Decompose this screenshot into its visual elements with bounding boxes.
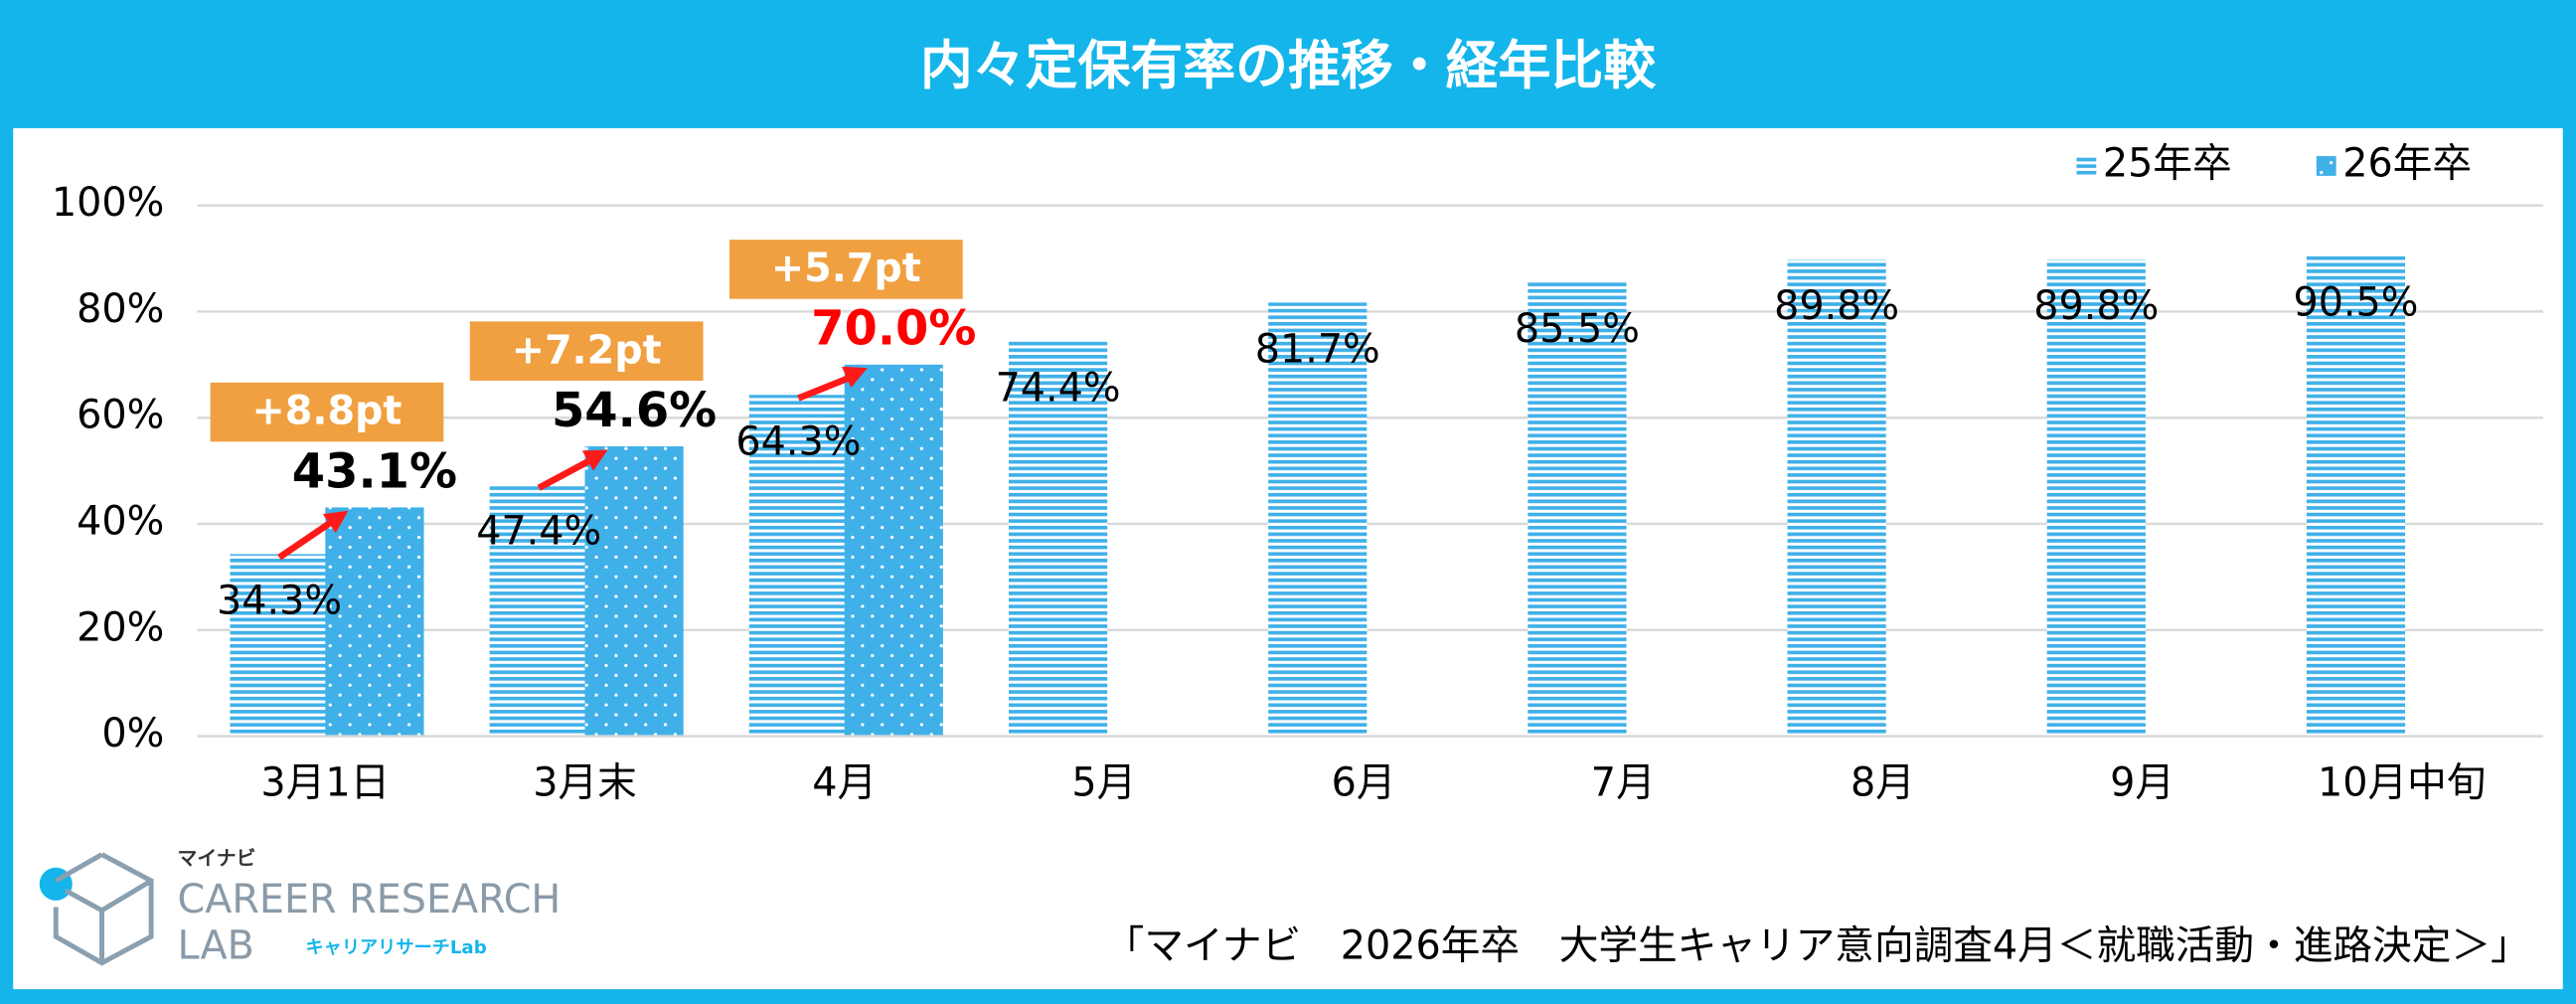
value-label: 54.6% — [552, 384, 717, 438]
y-tick-label: 60% — [77, 393, 164, 438]
value-label: 89.8% — [1774, 283, 1899, 329]
bar — [1528, 282, 1627, 737]
x-tick-label: 3月末 — [533, 760, 637, 806]
bar — [325, 507, 424, 737]
value-label: 70.0% — [811, 302, 976, 357]
logo-line2: LAB — [178, 922, 254, 968]
annotation-box — [210, 382, 444, 442]
value-label: 43.1% — [292, 444, 457, 499]
arrow-head — [841, 366, 868, 389]
bar — [748, 395, 848, 737]
legend-swatch — [2076, 156, 2097, 176]
arrow — [277, 514, 341, 561]
legend-swatch — [2316, 156, 2336, 176]
annotation-box — [728, 240, 963, 299]
annotation: +5.7pt — [771, 246, 921, 291]
logo-sub: キャリアリサーチLab — [305, 937, 486, 958]
arrow-head — [322, 510, 349, 534]
logo-brand: マイナビ — [178, 847, 256, 870]
value-label: 74.4% — [996, 365, 1121, 411]
annotation: +8.8pt — [252, 389, 402, 434]
value-label: 85.5% — [1515, 306, 1640, 352]
bar — [489, 484, 588, 737]
value-label: 47.4% — [476, 509, 601, 555]
value-label: 81.7% — [1255, 326, 1380, 372]
bar — [2306, 255, 2406, 737]
y-tick-label: 20% — [77, 604, 164, 650]
bar — [1008, 341, 1108, 737]
value-label: 90.5% — [2293, 279, 2418, 325]
bar — [844, 364, 943, 737]
y-tick-label: 80% — [77, 286, 164, 332]
bar — [584, 446, 684, 737]
bar — [1787, 259, 1886, 737]
x-tick-label: 5月 — [1071, 760, 1136, 806]
chart-title: 内々定保有率の推移・経年比較 — [920, 36, 1657, 96]
bar — [2046, 259, 2146, 737]
arrow-head — [581, 449, 608, 471]
bar — [230, 554, 329, 737]
value-label: 89.8% — [2033, 283, 2159, 329]
x-tick-label: 6月 — [1332, 760, 1396, 806]
annotation-box — [469, 321, 704, 381]
logo: マイナビ CAREER RESEARCH LAB キャリアリサーチLab — [39, 847, 562, 968]
bar — [1268, 302, 1368, 737]
value-label: 34.3% — [217, 579, 342, 624]
x-tick-label: 7月 — [1591, 760, 1656, 806]
x-tick-label: 10月中旬 — [2318, 760, 2486, 806]
y-tick-label: 0% — [101, 711, 164, 756]
x-tick-label: 3月1日 — [260, 760, 390, 806]
x-tick-label: 9月 — [2110, 760, 2174, 806]
y-tick-label: 40% — [77, 498, 164, 544]
source: 「マイナビ 2026年卒 大学生キャリア意向調査4月＜就職活動・進路決定＞」 — [1105, 922, 2530, 968]
x-tick-label: 8月 — [1851, 760, 1915, 806]
legend-label: 25年卒 — [2103, 140, 2232, 186]
x-tick-label: 4月 — [812, 760, 877, 806]
logo-line1: CAREER RESEARCH — [178, 877, 562, 922]
annotation: +7.2pt — [512, 327, 662, 373]
legend-label: 26年卒 — [2342, 140, 2472, 186]
value-label: 64.3% — [735, 418, 861, 464]
y-tick-label: 100% — [52, 180, 164, 226]
